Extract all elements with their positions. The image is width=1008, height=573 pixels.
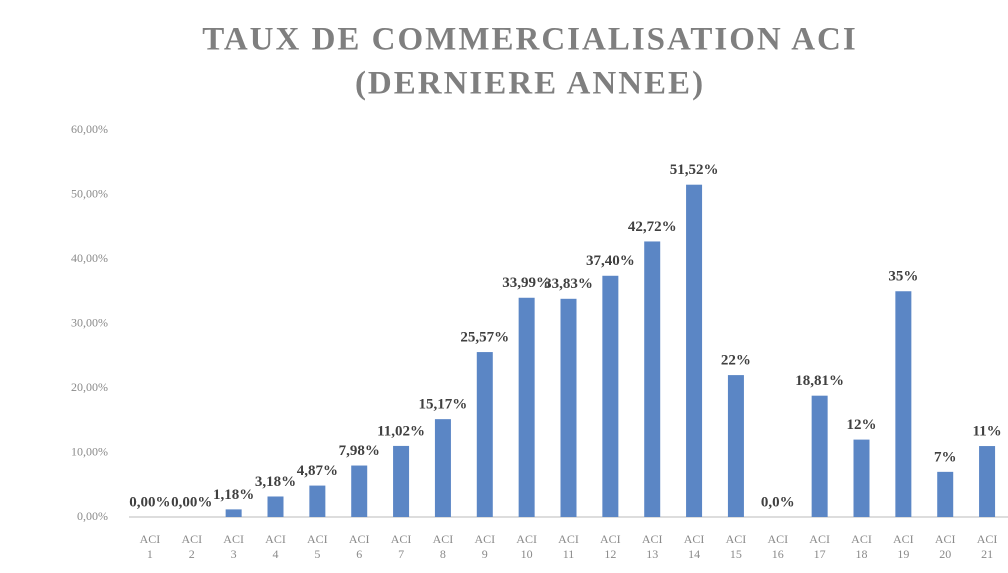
value-label: 3,18% xyxy=(255,474,296,490)
x-tick-label: ACI 12 xyxy=(600,532,621,561)
value-label: 11% xyxy=(972,423,1001,439)
value-label: 33,99% xyxy=(502,275,551,291)
value-label: 25,57% xyxy=(460,330,509,346)
bar xyxy=(393,445,410,517)
x-tick-label: ACI 8 xyxy=(433,532,454,561)
value-label: 12% xyxy=(847,417,877,433)
value-label: 42,72% xyxy=(628,219,677,235)
bar xyxy=(267,496,284,517)
bar xyxy=(225,509,242,517)
value-label: 0,00% xyxy=(129,494,170,510)
value-label: 37,40% xyxy=(586,253,635,269)
x-tick-label: ACI 5 xyxy=(307,532,328,561)
x-tick-label: ACI 16 xyxy=(767,532,788,561)
x-tick-label: ACI 4 xyxy=(265,532,286,561)
bar xyxy=(644,241,661,517)
bar xyxy=(853,439,870,517)
bar xyxy=(727,375,744,517)
y-tick-label: 40,00% xyxy=(71,251,108,265)
x-tick-label: ACI 6 xyxy=(349,532,370,561)
bar xyxy=(602,275,619,517)
y-tick-label: 0,00% xyxy=(77,509,108,523)
x-tick-label: ACI 21 xyxy=(977,532,998,561)
value-label: 51,52% xyxy=(670,162,719,178)
y-tick-label: 20,00% xyxy=(71,380,108,394)
value-label: 35% xyxy=(888,269,918,285)
chart-title: TAUX DE COMMERCIALISATION ACI xyxy=(202,22,857,58)
value-label: 0,00% xyxy=(171,494,212,510)
value-label: 0,0% xyxy=(761,494,795,510)
bar xyxy=(895,291,912,517)
bar xyxy=(351,465,368,517)
y-tick-label: 50,00% xyxy=(71,186,108,200)
value-label: 33,83% xyxy=(544,276,593,292)
value-label: 7% xyxy=(934,449,957,465)
value-label: 18,81% xyxy=(795,373,844,389)
bar xyxy=(476,352,493,517)
x-tick-label: ACI 3 xyxy=(223,532,244,561)
x-tick-label: ACI 17 xyxy=(809,532,830,561)
x-tick-label: ACI 11 xyxy=(558,532,579,561)
y-tick-label: 60,00% xyxy=(71,122,108,136)
bar xyxy=(434,419,451,517)
bar xyxy=(518,297,535,517)
x-tick-label: ACI 7 xyxy=(391,532,412,561)
x-tick-label: ACI 13 xyxy=(642,532,663,561)
bar xyxy=(937,471,954,517)
bar xyxy=(309,485,326,517)
x-tick-label: ACI 1 xyxy=(140,532,161,561)
bar xyxy=(979,446,996,517)
value-label: 22% xyxy=(721,353,751,369)
x-tick-label: ACI 10 xyxy=(516,532,537,561)
x-tick-label: ACI 19 xyxy=(893,532,914,561)
y-tick-label: 10,00% xyxy=(71,444,108,458)
y-tick-label: 30,00% xyxy=(71,315,108,329)
value-label: 7,98% xyxy=(339,443,380,459)
bar xyxy=(560,298,577,517)
x-tick-label: ACI 2 xyxy=(181,532,202,561)
bar xyxy=(686,184,703,518)
value-label: 4,87% xyxy=(297,463,338,479)
x-tick-label: ACI 15 xyxy=(726,532,747,561)
x-tick-label: ACI 18 xyxy=(851,532,872,561)
x-tick-label: ACI 20 xyxy=(935,532,956,561)
chart-title: (DERNIERE ANNEE) xyxy=(355,66,705,102)
value-label: 1,18% xyxy=(213,487,254,503)
value-label: 11,02% xyxy=(377,423,425,439)
x-tick-label: ACI 9 xyxy=(474,532,495,561)
value-label: 15,17% xyxy=(419,397,468,413)
x-tick-label: ACI 14 xyxy=(684,532,705,561)
bar xyxy=(811,395,828,517)
